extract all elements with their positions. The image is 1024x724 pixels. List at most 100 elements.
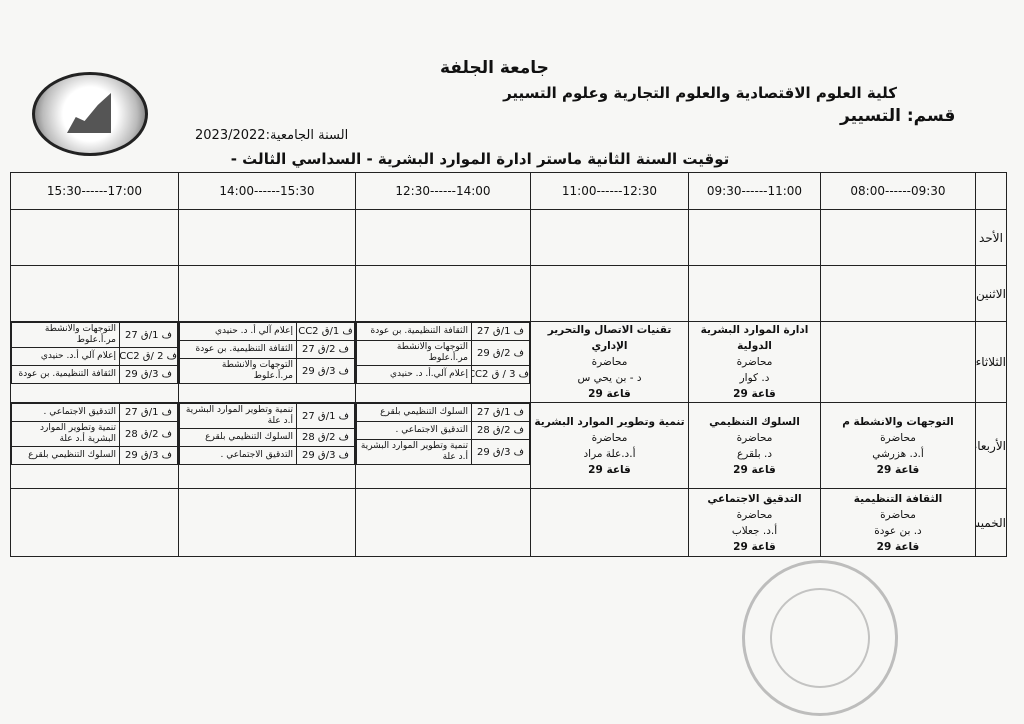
- empty-cell: [178, 488, 356, 557]
- row-sunday: الأحد: [10, 209, 1007, 266]
- row-wednesday: الأربعاء التوجهات والانشطة م محاضرة أ.د. هز…: [10, 402, 1007, 489]
- lecture-cell: تقنيات الاتصال والتحرير الإداري محاضرة د -…: [530, 321, 689, 403]
- row-tuesday: الثلاثاء ادارة الموارد البشرية الدولية محا…: [10, 321, 1007, 403]
- lecture-teacher: د - بن يحي س: [577, 372, 642, 384]
- group-row: ف 1/ق 27 تنمية وتطوير الموارد البشرية أ.د…: [179, 403, 355, 429]
- group-session: السلوك التنظيمي بلقرع: [179, 428, 297, 447]
- lecture-room: قاعة 29: [733, 463, 776, 476]
- group-session: تنمية وتطوير الموارد البشرية أ.د علة: [11, 421, 120, 447]
- lecture-room: قاعة 29: [733, 540, 776, 553]
- faculty-name: كلية العلوم الاقتصادية والعلوم التجارية …: [503, 84, 897, 102]
- timetable: 09:30------08:00 11:00------09:30 12:30-…: [10, 172, 1007, 557]
- lecture-type: محاضرة: [736, 508, 773, 521]
- group-row: ف 3/ق 29 السلوك التنظيمي بلقرع: [11, 446, 178, 465]
- group-session: الثقافة التنظيمية. بن عودة: [356, 322, 472, 341]
- lecture-course: تنمية وتطوير الموارد البشرية: [534, 415, 685, 428]
- group-row: ف 1/ق 27 السلوك التنظيمي بلقرع: [356, 403, 530, 422]
- group-room: ف 2/ق 27: [296, 340, 355, 359]
- group-session: التدقيق الاجتماعي .: [356, 421, 472, 440]
- group-row: ف 1/ق CC2 إعلام آلي أ. د. حنيدي: [179, 322, 355, 341]
- lecture-cell: التدقيق الاجتماعي محاضرة أ.د. جعلاب قاعة 29: [688, 488, 821, 557]
- group-session: التدقيق الاجتماعي .: [179, 446, 297, 465]
- group-row: ف 1/ق 27 التوجهات والانشطة مر.أ.علوط: [11, 322, 178, 348]
- lecture-teacher: د. بن عودة: [874, 524, 922, 537]
- lecture-course: التوجهات والانشطة م: [842, 415, 954, 428]
- time-slot: 14:00------12:30: [355, 172, 531, 210]
- group-session: الثقافة التنظيمية. بن عودة: [179, 340, 297, 359]
- group-session: إعلام آلي أ.د. حنيدي: [11, 347, 120, 366]
- day-label: الاثنين: [975, 265, 1007, 322]
- group-row: ف 2/ق 28 التدقيق الاجتماعي .: [356, 421, 530, 440]
- group-row: ف 3/ق 29 التوجهات والانشطة مر.أ.علوط: [179, 358, 355, 384]
- header-row: 09:30------08:00 11:00------09:30 12:30-…: [10, 172, 1007, 210]
- group-room: ف 1/ق 27: [296, 403, 355, 429]
- group-session: التدقيق الاجتماعي .: [11, 403, 120, 422]
- group-cell: ف 1/ق 27 التوجهات والانشطة مر.أ.علوط ف 2 /…: [10, 321, 179, 403]
- group-room: ف 3/ق 29: [471, 439, 530, 465]
- official-stamp: [742, 560, 898, 716]
- group-row: ف 3/ق 29 التدقيق الاجتماعي .: [179, 446, 355, 465]
- group-room: ف 1/ق CC2: [296, 322, 355, 341]
- group-session: السلوك التنظيمي بلقرع: [356, 403, 472, 422]
- lecture-type: محاضرة: [880, 431, 916, 444]
- group-row: ف 1/ق 27 التدقيق الاجتماعي .: [11, 403, 178, 422]
- empty-cell: [10, 488, 179, 557]
- group-room: ف 2 /ق CC2: [119, 347, 178, 366]
- group-room: ف 1/ق 27: [119, 403, 178, 422]
- day-label: الثلاثاء: [975, 321, 1007, 403]
- group-room: ف 3/ق 29: [296, 446, 355, 465]
- lecture-type: محاضرة: [591, 431, 628, 444]
- group-row: ف 3/ق 29 الثقافة التنظيمية. بن عودة: [11, 365, 178, 384]
- group-cell: ف 1/ق 27 الثقافة التنظيمية. بن عودة ف 2/ق …: [355, 321, 531, 403]
- day-label: الأربعاء: [975, 402, 1007, 489]
- group-room: ف 3/ق 29: [119, 365, 178, 384]
- group-cell: ف 1/ق 27 التدقيق الاجتماعي .ف 2/ق 28 تنمية…: [10, 402, 179, 489]
- university-name: جامعة الجلفة: [440, 58, 549, 78]
- lecture-cell: التوجهات والانشطة م محاضرة أ.د. هزرشي قاعة …: [820, 402, 976, 489]
- time-slot: 15:30------14:00: [178, 172, 356, 210]
- lecture-teacher: د. كوار: [739, 372, 770, 384]
- group-session: إعلام آلي أ. د. حنيدي: [179, 322, 297, 341]
- lecture-cell: ادارة الموارد البشرية الدولية محاضرة د. كو…: [688, 321, 821, 403]
- time-slot: 17:00------15:30: [10, 172, 179, 210]
- academic-year: السنة الجامعية:2023/2022: [195, 128, 349, 143]
- group-room: ف 1/ق 27: [119, 322, 178, 348]
- lecture-teacher: د. بلقرع: [736, 447, 773, 460]
- group-row: ف 2 /ق CC2 إعلام آلي أ.د. حنيدي: [11, 347, 178, 366]
- lecture-room: قاعة 29: [876, 540, 920, 553]
- empty-cell: [530, 488, 689, 557]
- group-row: ف 3/ق 29 تنمية وتطوير الموارد البشرية أ.د…: [356, 439, 530, 465]
- group-session: السلوك التنظيمي بلقرع: [11, 446, 120, 465]
- lecture-room: قاعة 29: [876, 463, 920, 476]
- day-label: الخميس: [975, 488, 1007, 557]
- group-session: التوجهات والانشطة مر.أ.علوط: [356, 340, 472, 366]
- lecture-type: محاضرة: [736, 431, 773, 444]
- lecture-course: تقنيات الاتصال والتحرير الإداري: [547, 324, 672, 352]
- group-cell: ف 1/ق 27 تنمية وتطوير الموارد البشرية أ.د…: [178, 402, 356, 489]
- group-room: ف 3/ق 29: [119, 446, 178, 465]
- group-session: تنمية وتطوير الموارد البشرية أ.د علة: [356, 439, 472, 465]
- page-title: توقيت السنة الثانية ماستر ادارة الموارد …: [230, 150, 730, 168]
- row-thursday: الخميس الثقافة التنظيمية محاضرة د. بن عودة ق…: [10, 488, 1007, 557]
- lecture-cell: [820, 321, 976, 403]
- group-session: التوجهات والانشطة مر.أ.علوط: [179, 358, 297, 384]
- time-slot: 12:30------11:00: [530, 172, 689, 210]
- group-room: ف 1/ق 27: [471, 322, 530, 341]
- lecture-cell: الثقافة التنظيمية محاضرة د. بن عودة قاعة 29: [820, 488, 976, 557]
- chart-growth-icon: [67, 93, 111, 133]
- corner-cell: [975, 172, 1007, 210]
- group-room: ف 3/ق 29: [296, 358, 355, 384]
- lecture-course: ادارة الموارد البشرية الدولية: [700, 324, 809, 352]
- lecture-room: قاعة 29: [588, 463, 631, 476]
- lecture-cell: السلوك التنظيمي محاضرة د. بلقرع قاعة 29: [688, 402, 821, 489]
- lecture-teacher: أ.د. جعلاب: [731, 524, 778, 537]
- department-name: قسم: التسيير: [840, 106, 956, 126]
- group-room: ف 3 / ق CC2: [471, 365, 530, 384]
- group-room: ف 2/ق 28: [119, 421, 178, 447]
- group-session: التوجهات والانشطة مر.أ.علوط: [11, 322, 120, 348]
- university-logo: [32, 72, 148, 156]
- row-monday: الاثنين: [10, 265, 1007, 322]
- group-room: ف 2/ق 29: [471, 340, 530, 366]
- lecture-course: السلوك التنظيمي: [709, 415, 800, 428]
